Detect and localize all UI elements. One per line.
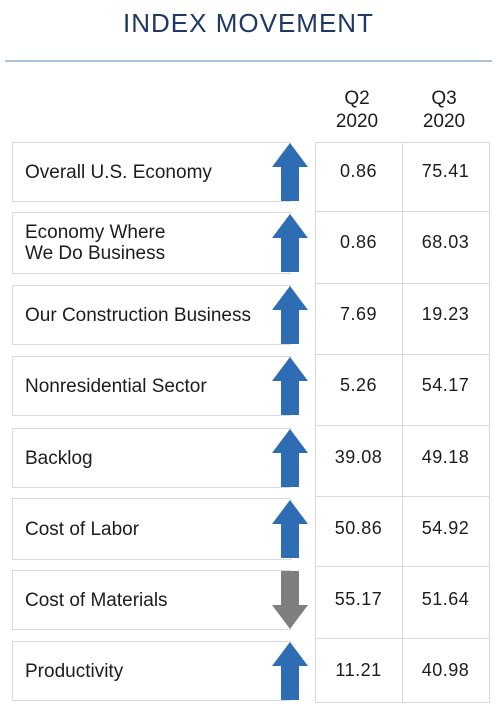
value-q3: 68.03: [421, 232, 470, 252]
row-label: Backlog: [12, 428, 291, 488]
value-q2: 55.17: [334, 589, 383, 609]
row-label-text: Overall U.S. Economy: [25, 161, 212, 183]
row-label: Overall U.S. Economy: [12, 142, 291, 202]
value-q2: 50.86: [334, 518, 383, 538]
row-label: Nonresidential Sector: [12, 356, 291, 416]
arrow-up-icon: [271, 428, 309, 488]
column-header-q3: Q3 2020: [422, 88, 466, 132]
grid-row-divider: [315, 283, 490, 284]
column-header-q2: Q2 2020: [335, 88, 379, 132]
value-q3: 54.17: [421, 375, 470, 395]
row-label-text: Backlog: [25, 447, 93, 469]
row-label-text: Economy Where We Do Business: [25, 222, 166, 264]
title-divider: [5, 60, 492, 62]
value-q2: 0.86: [339, 232, 378, 252]
value-q2: 39.08: [334, 447, 383, 467]
value-q2: 7.69: [339, 304, 378, 324]
grid-row-divider: [315, 566, 490, 567]
row-label: Productivity: [12, 641, 291, 701]
arrow-up-icon: [271, 142, 309, 202]
value-q3: 49.18: [421, 447, 470, 467]
value-q3: 40.98: [421, 660, 470, 680]
arrow-up-icon: [271, 285, 309, 345]
row-label-text: Cost of Materials: [25, 589, 168, 611]
row-label: Our Construction Business: [12, 285, 291, 345]
page-title: INDEX MOVEMENT: [123, 8, 374, 38]
grid-row-divider: [315, 496, 490, 497]
arrow-down-icon: [271, 570, 309, 630]
value-q3: 51.64: [421, 589, 470, 609]
value-q2: 11.21: [335, 660, 382, 680]
value-q3: 19.23: [421, 304, 470, 324]
grid-row-divider: [315, 638, 490, 639]
row-label-text: Cost of Labor: [25, 518, 140, 540]
row-label-text: Nonresidential Sector: [25, 375, 207, 397]
value-q3: 75.41: [421, 161, 470, 181]
arrow-up-icon: [271, 213, 309, 273]
value-q2: 5.26: [339, 375, 378, 395]
row-label: Cost of Materials: [12, 570, 291, 630]
grid-row-divider: [315, 211, 490, 212]
arrow-up-icon: [271, 356, 309, 416]
arrow-up-icon: [271, 641, 309, 701]
row-label: Cost of Labor: [12, 498, 291, 560]
row-label: Economy Where We Do Business: [12, 212, 291, 274]
value-q2: 0.86: [339, 161, 378, 181]
row-label-text: Our Construction Business: [25, 304, 251, 326]
grid-row-divider: [315, 425, 490, 426]
grid-column-divider: [402, 142, 403, 703]
value-q3: 54.92: [421, 518, 470, 538]
grid-row-divider: [315, 354, 490, 355]
arrow-up-icon: [271, 499, 309, 559]
row-label-text: Productivity: [25, 660, 124, 682]
